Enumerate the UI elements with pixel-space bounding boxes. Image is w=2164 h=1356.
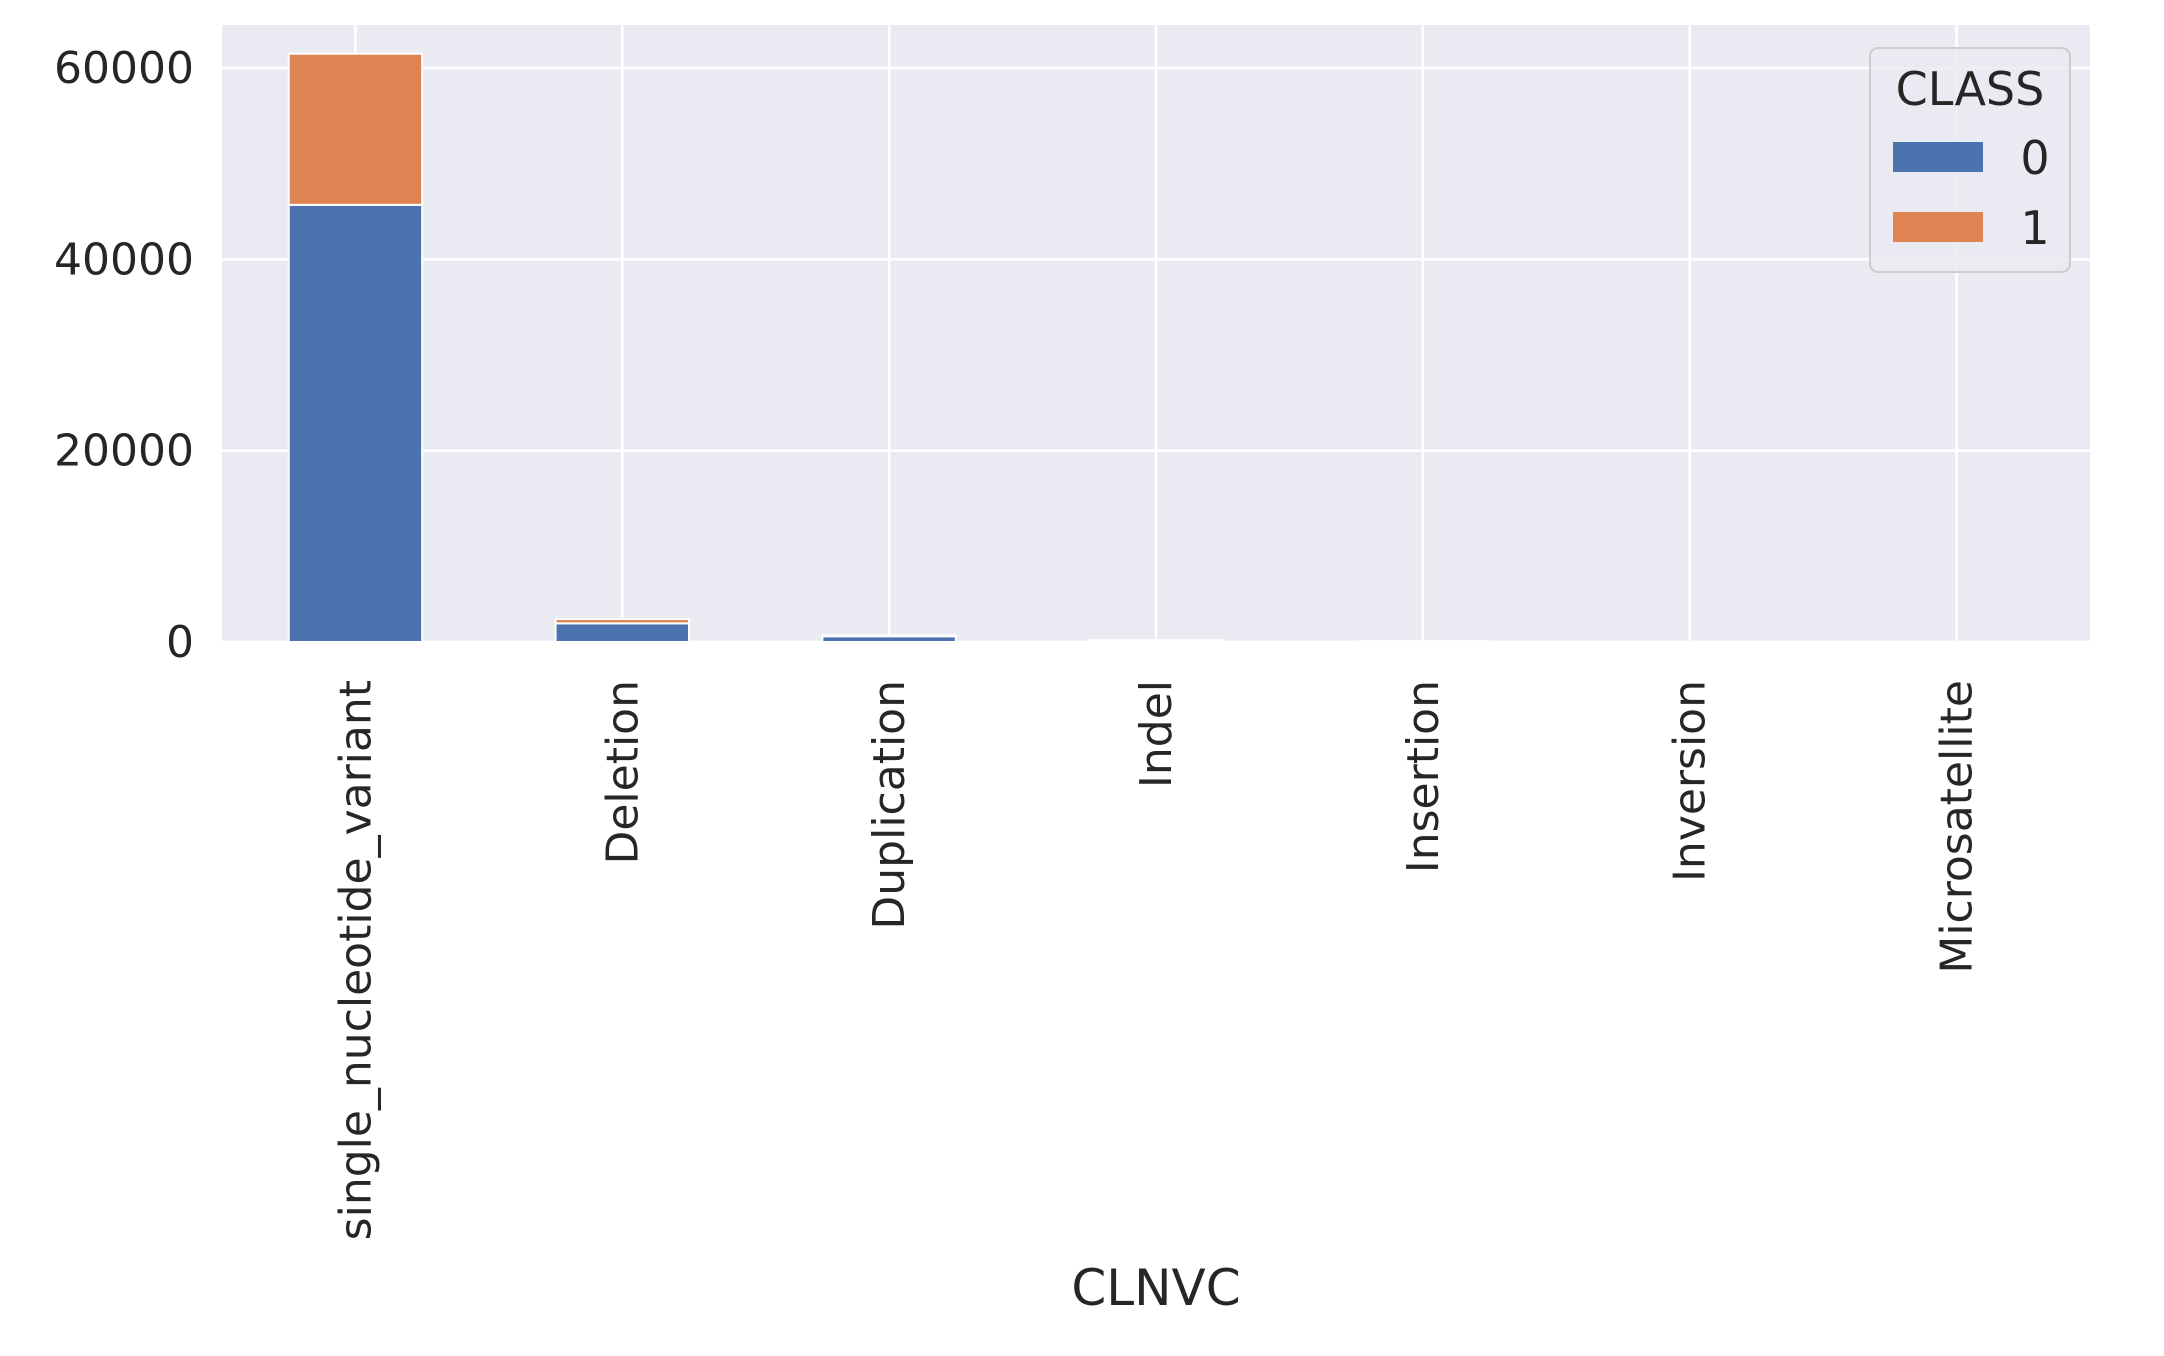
legend-label: 0 <box>2020 131 2049 185</box>
y-tick-labels: 0 20000 40000 60000 <box>54 43 194 668</box>
x-tick-label: Insertion <box>1398 680 1449 873</box>
legend-swatch <box>1893 142 1983 172</box>
bar-single_nucleotide_variant-class-1 <box>287 52 424 206</box>
y-tick-label: 0 <box>166 617 194 668</box>
y-tick-label: 20000 <box>54 426 194 477</box>
legend-items: 01 <box>1893 131 2050 255</box>
x-tick-label: Inversion <box>1665 680 1716 882</box>
x-tick-labels: single_nucleotide_variant Deletion Duplica… <box>330 680 1982 1240</box>
legend-label: 1 <box>2020 201 2049 255</box>
x-axis-title: CLNVC <box>1071 1259 1240 1317</box>
x-tick-label: single_nucleotide_variant <box>330 680 381 1240</box>
bar-Duplication-class-1 <box>821 634 957 638</box>
x-tick-label: Microsatellite <box>1932 680 1983 974</box>
x-tick-label: Duplication <box>864 680 915 930</box>
bar-Deletion-class-1 <box>554 618 690 625</box>
y-tick-label: 40000 <box>54 234 194 285</box>
bar-single_nucleotide_variant-class-0 <box>287 203 424 644</box>
x-tick-label: Indel <box>1131 680 1182 788</box>
bar-Indel-class-1 <box>1088 639 1224 642</box>
legend: CLASS 01 <box>1869 47 2071 273</box>
grid-lines <box>222 25 2090 644</box>
y-tick-label: 60000 <box>54 43 194 94</box>
bar-Deletion-class-0 <box>554 622 690 643</box>
x-tick-label: Deletion <box>597 680 648 865</box>
legend-title: CLASS <box>1896 62 2045 116</box>
bars <box>287 52 2025 644</box>
legend-swatch <box>1893 212 1983 242</box>
